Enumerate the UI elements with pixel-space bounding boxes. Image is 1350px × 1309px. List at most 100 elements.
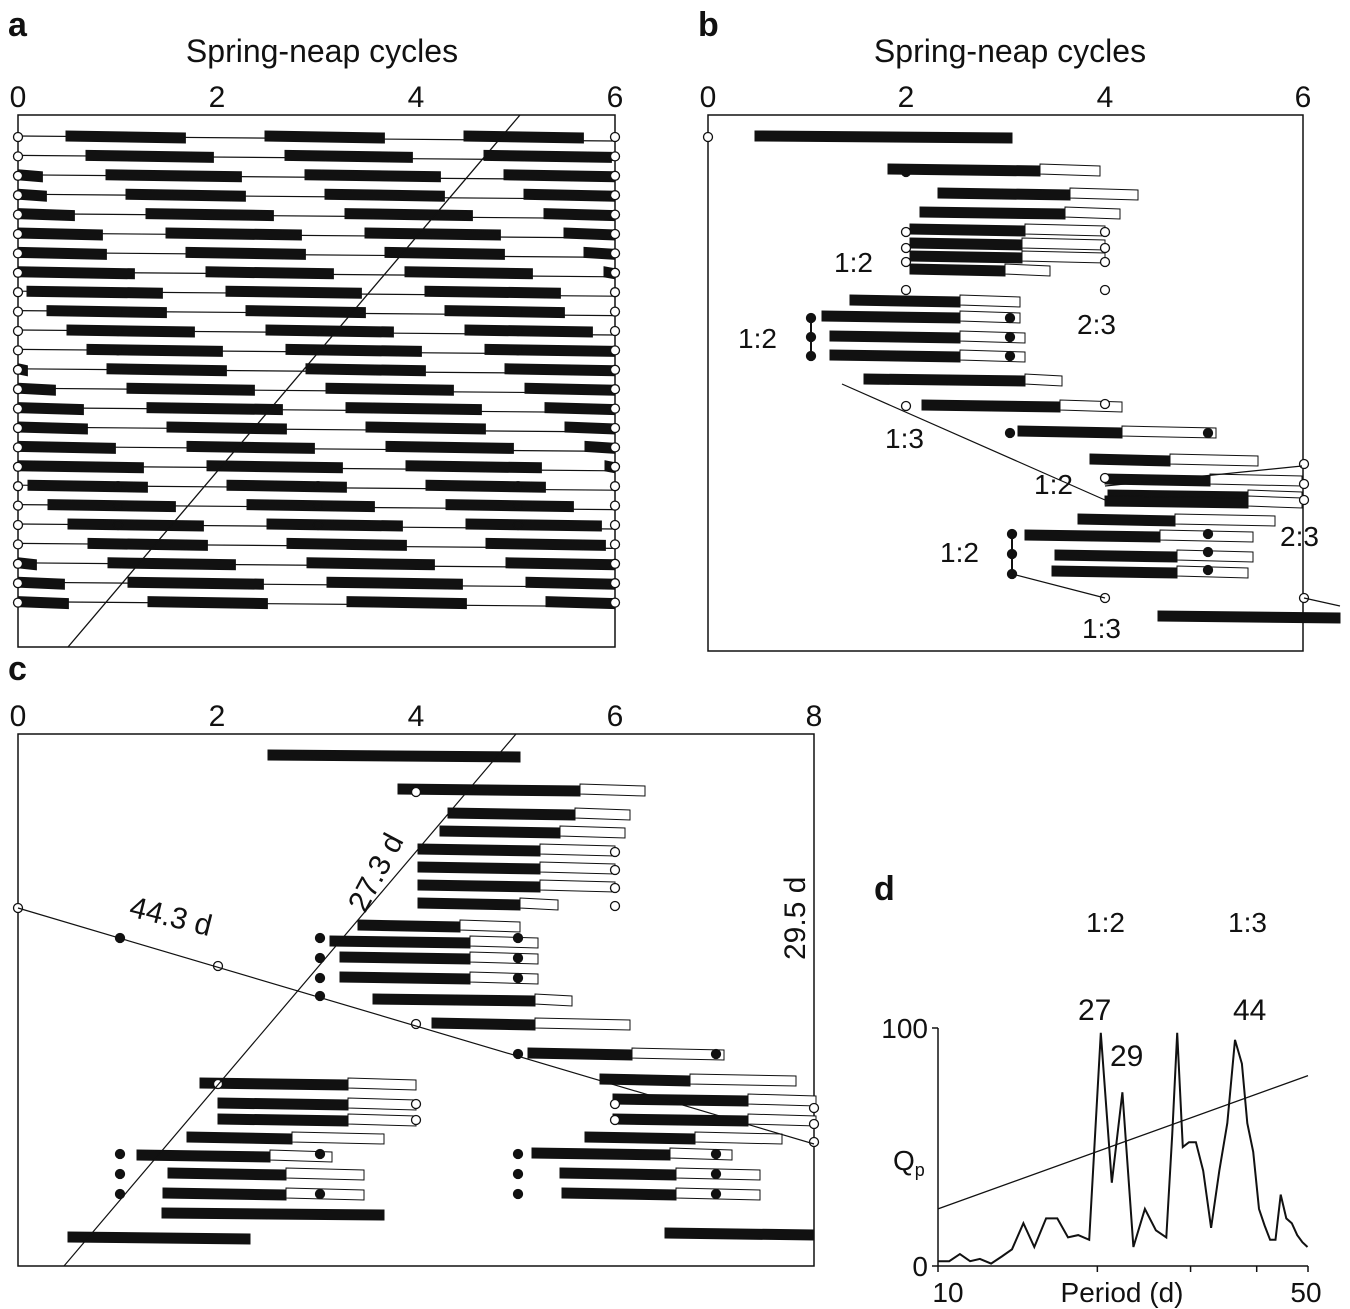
panel-a-marker-open [12,267,24,278]
panel-b-light-bar [1039,163,1101,177]
panel-a-marker-filled [312,500,324,511]
panel-a-activity-bar [107,557,236,571]
panel-a-activity-bar [87,537,208,551]
panel-c-dark-bar [217,1113,349,1127]
panel-a-activity-bar [65,130,186,144]
panel-c-light-bar [469,971,539,985]
panel-a-activity-bar [286,537,407,551]
panel-a-activity-bar [165,227,302,241]
panel-c-dark-bar [664,1227,815,1241]
panel-c-marker-filled [710,1148,722,1160]
panel-c-marker-open [808,1136,820,1148]
panel-a-activity-bar [226,479,347,493]
panel-c-light-bar [539,843,616,857]
panel-c-dark-bar [417,897,521,911]
panel-c-dark-bar [186,1131,293,1145]
panel-a-marker-open [609,209,621,220]
panel-c-marker-open [410,786,422,798]
panel-a-activity-bar [384,246,505,260]
panel-a-marker-open [609,364,621,375]
panel-a-marker-filled [512,325,524,337]
panel-a-marker-open [609,267,621,278]
panel-c-marker-open [609,1114,621,1126]
panel-c-dark-bar [162,1187,287,1201]
panel-a-marker-open [12,403,24,414]
panel-b-light-bar [1004,263,1051,277]
panel-a-activity-bar [205,266,334,280]
panel-a-marker-filled [312,306,324,317]
panel-b-label-2-3-top: 2:3 [1077,309,1116,340]
panel-a-marker-open [609,151,621,162]
panel-a-marker-open [12,364,24,375]
panel-b-frame [707,114,1304,652]
panel-c-marker-filled [314,932,326,944]
panel-a-marker-filled [312,519,324,531]
panel-b-dark-bar [921,399,1061,413]
panel-d-peak-29: 29 [1110,1040,1143,1073]
panel-a-row-baseline [17,213,616,220]
panel-c-dark-bar [339,951,471,965]
panel-c-light-bar [539,861,616,875]
panel-b-marker-filled [1202,564,1214,576]
panel-a-activity-bar [106,363,227,377]
panel-c-dark-bar [267,749,521,763]
panel-b-light-bar [1209,473,1303,487]
panel-a-tick-0: 0 [10,81,27,114]
panel-c-marker-filled [512,932,524,944]
panel-b-marker-open [1099,284,1111,296]
panel-a-activity-bar [26,285,163,299]
panel-a-marker-filled [112,325,124,337]
panel-a-activity-bar [85,149,214,163]
panel-c-light-bar [574,807,631,821]
panel-c-light-bar [539,879,616,893]
panel-d-ratio-1-3: 1:3 [1228,907,1267,938]
panel-d-xlabel: Period (d) [1061,1277,1184,1308]
panel-a-row-baseline [17,193,616,200]
panel-a-row-baseline [17,232,616,239]
panel-d-xtick-50: 50 [1290,1277,1321,1308]
panel-c-light-bar [694,1131,783,1145]
panel-a-marker-open [609,190,621,201]
panel-a-marker-open [609,131,621,143]
panel-c-marker-filled [314,972,326,984]
panel-d-periodogram-series [938,1032,1309,1265]
panel-a-activity-bar [326,576,463,590]
panel-b-light-bar [959,294,1021,308]
panel-b-raster [702,130,1341,624]
panel-c-dark-bar [417,861,541,875]
panel-a-marker-filled [512,481,524,492]
panel-a-activity-bar [445,499,574,513]
panel-b-light-bar [1024,223,1106,237]
panel-a-activity-bar [325,382,454,396]
panel-c-dark-bar [431,1017,536,1031]
panel-c-light-bar [747,1113,817,1127]
panel-a-row-baseline [17,581,616,588]
panel-d-peak-27: 27 [1078,994,1111,1027]
panel-b-dark-bar [829,330,961,344]
panel-a-activity-bar [146,402,283,416]
panel-b-light-bar [1176,549,1254,563]
panel-a-activity-bar [105,169,242,183]
panel-c-marker-filled [710,1048,722,1060]
panel-a-marker-open [12,422,24,434]
panel-c-marker-open [410,1114,422,1126]
panel-b-light-bar [959,349,1026,363]
panel-b-dark-bar [821,310,961,324]
panel-c-tick-2: 2 [209,700,226,733]
panel-c-marker-filled [512,1148,524,1160]
panel-letter-a: a [8,6,28,44]
panel-b-marker-open [1099,256,1111,268]
panel-a-activity-bar [345,402,482,416]
panel-b-trend-line [841,383,1106,501]
panel-b-dark-bar [1051,565,1178,579]
panel-b-dark-bar [919,206,1066,220]
panel-c-marker-filled [710,1168,722,1180]
panel-letter-d: d [874,870,895,908]
panel-c-dark-bar [329,935,471,949]
panel-a-activity-bar [17,208,75,222]
panel-b-marker-open [1298,494,1310,506]
panel-c-line-27-3 [63,733,517,1267]
panel-a-frame [17,114,616,648]
panel-a-marker-filled [512,500,524,511]
panel-c-dark-bar [527,1047,633,1061]
